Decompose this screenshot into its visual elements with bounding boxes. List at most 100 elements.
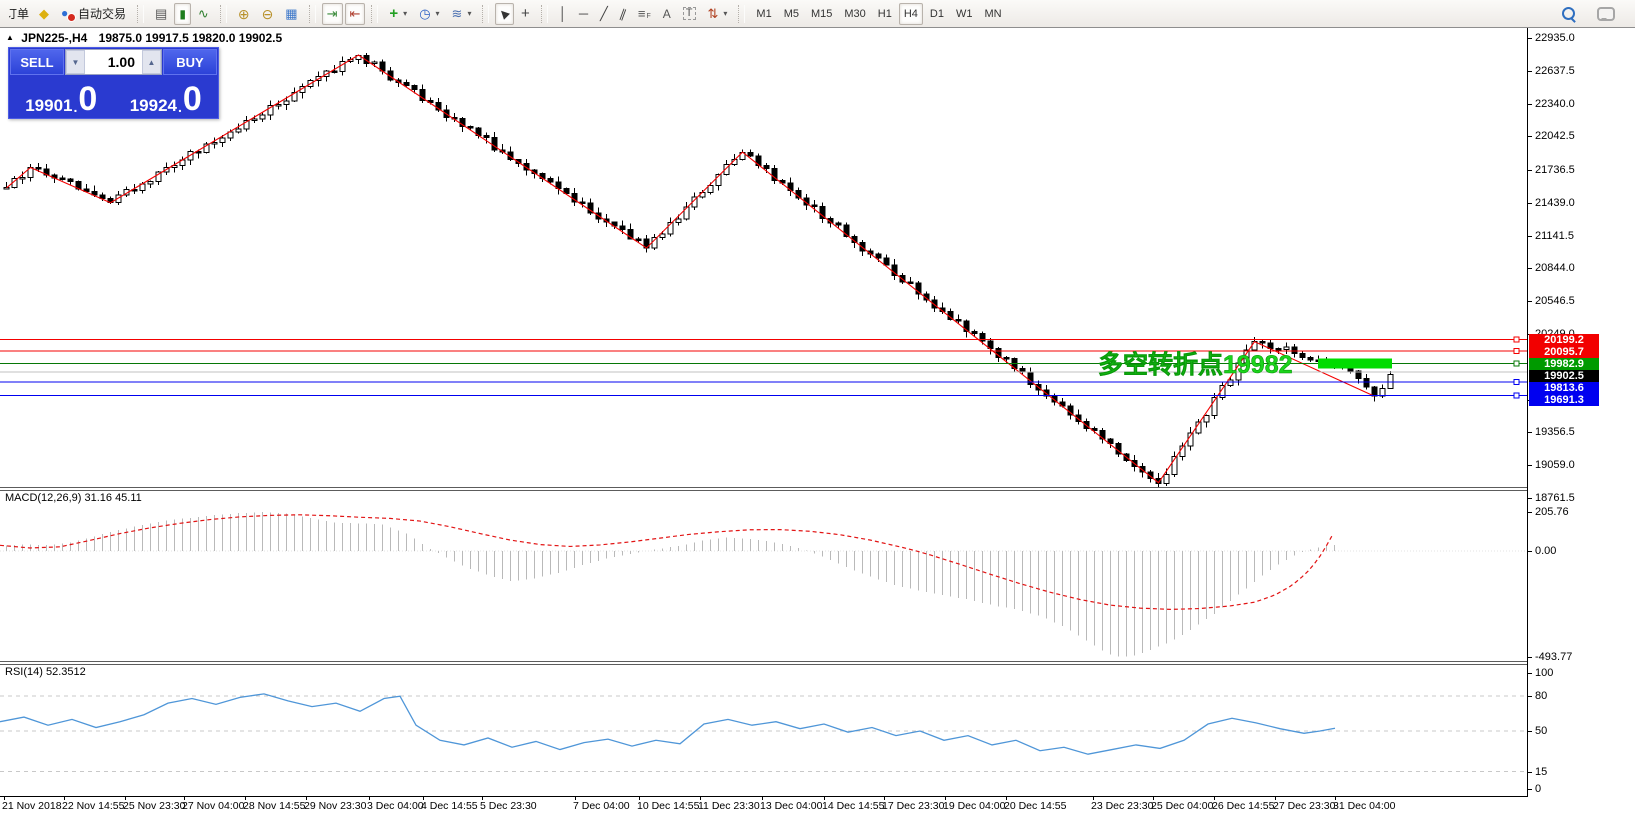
macd-pane[interactable] xyxy=(0,490,1527,660)
rsi-label: RSI(14) 52.3512 xyxy=(5,666,86,678)
crosshair-button[interactable]: + xyxy=(516,3,535,25)
pane-separator[interactable] xyxy=(0,661,1527,665)
time-tick xyxy=(824,797,825,800)
label-button[interactable]: T xyxy=(678,3,701,25)
time-tick-label: 14 Dec 14:55 xyxy=(822,800,885,812)
main-chart-pane[interactable]: 多空转折点19982 xyxy=(0,28,1527,487)
time-tick xyxy=(1006,797,1007,800)
time-tick xyxy=(762,797,763,800)
bar-chart-button[interactable]: ▤ xyxy=(150,3,172,25)
fibonacci-icon: ≡ xyxy=(637,6,646,21)
auto-scroll-button[interactable]: ⇥ xyxy=(321,2,343,25)
cursor-button[interactable]: ▶ xyxy=(495,2,514,25)
text-button[interactable]: A xyxy=(658,3,676,25)
zoom-out-button[interactable]: ⊖ xyxy=(257,3,279,25)
templates-button[interactable]: ≋ ▾ xyxy=(447,3,477,25)
trendline-icon: ╱ xyxy=(600,6,608,21)
time-tick-label: 31 Dec 04:00 xyxy=(1333,800,1396,812)
tf-m1-button[interactable]: M1 xyxy=(751,3,776,25)
volume-decrease-button[interactable]: ▼ xyxy=(66,50,85,74)
horizontal-line-button[interactable]: ─ xyxy=(574,3,593,25)
volume-input[interactable]: 1.00 xyxy=(107,54,135,70)
rsi-pane[interactable] xyxy=(0,664,1527,796)
autotrading-button-label: 自动交易 xyxy=(78,7,127,21)
time-tick xyxy=(639,797,640,800)
rsi-tick-label: 50 xyxy=(1535,725,1548,737)
chevron-down-icon[interactable]: ▾ xyxy=(435,9,440,18)
chart-shift-button[interactable]: ⇤ xyxy=(344,2,366,25)
axis-tick xyxy=(1528,771,1532,773)
time-tick xyxy=(184,797,185,800)
axis-tick xyxy=(1528,103,1532,105)
line-chart-button[interactable]: ∿ xyxy=(193,3,214,25)
new-order-button[interactable]: 新订单 xyxy=(8,3,32,25)
tf-m5-button[interactable]: M5 xyxy=(779,3,804,25)
price-tick-label: 21736.5 xyxy=(1535,164,1575,177)
time-axis[interactable]: 21 Nov 2018 22 Nov 14:55 25 Nov 23:30 27 No… xyxy=(0,797,1527,816)
pivot-line-green-handle[interactable] xyxy=(1513,360,1520,367)
tf-m30-button[interactable]: M30 xyxy=(839,3,870,25)
volume-increase-button[interactable]: ▲ xyxy=(142,50,161,74)
axis-tick xyxy=(1528,657,1532,658)
price-axis[interactable]: 22935.0 22637.5 22340.0 22042.5 21736.5 21439… xyxy=(1527,28,1635,797)
fibonacci-button[interactable]: ≡ F xyxy=(633,3,656,25)
support-line-1-handle[interactable] xyxy=(1513,379,1520,386)
search-button[interactable] xyxy=(1557,3,1580,25)
tf-mn-button[interactable]: MN xyxy=(979,3,1006,25)
chevron-down-icon[interactable]: ▾ xyxy=(467,9,472,18)
resistance-line-1-handle[interactable] xyxy=(1513,336,1520,343)
time-tick xyxy=(423,797,424,800)
time-tick xyxy=(1335,797,1336,800)
channel-button[interactable]: ∥ xyxy=(615,3,631,25)
trendline-button[interactable]: ╱ xyxy=(595,3,613,25)
resistance-line-2-handle[interactable] xyxy=(1513,347,1520,354)
axis-tick xyxy=(1528,465,1532,467)
one-click-collapse-icon[interactable]: ▲ xyxy=(6,33,14,42)
price-tick-label: 22042.5 xyxy=(1535,130,1575,143)
tf-h1-button[interactable]: H1 xyxy=(873,3,897,25)
axis-tick xyxy=(1528,136,1532,138)
toolbar-group: ▤ ▮ ∿ xyxy=(146,2,218,26)
price-tick-label: 22935.0 xyxy=(1535,32,1575,44)
axis-tick xyxy=(1528,731,1532,732)
time-tick xyxy=(306,797,307,800)
time-tick-label: 11 Dec 23:30 xyxy=(698,800,760,812)
tf-m15-button[interactable]: M15 xyxy=(806,3,837,25)
buy-button[interactable]: BUY xyxy=(163,49,217,75)
rsi-tick-label: 0 xyxy=(1535,783,1542,795)
time-tick-label: 5 Dec 23:30 xyxy=(480,800,537,812)
chevron-down-icon[interactable]: ▾ xyxy=(403,9,408,18)
chart-frame-line xyxy=(0,796,1527,797)
buy-price[interactable]: 19924. 0 xyxy=(114,76,217,119)
zoom-in-button[interactable]: ⊕ xyxy=(233,3,255,25)
tf-h4-button[interactable]: H4 xyxy=(898,2,923,25)
vertical-line-button[interactable]: │ xyxy=(554,3,572,25)
buy-price-pips: 0 xyxy=(182,80,202,119)
pane-separator[interactable] xyxy=(0,487,1527,491)
time-tick xyxy=(1093,797,1094,800)
new-chart-button[interactable]: ◆ xyxy=(34,3,54,25)
periods-button[interactable]: ◷ ▾ xyxy=(414,3,444,25)
axis-tick xyxy=(1528,432,1532,434)
chevron-down-icon[interactable]: ▾ xyxy=(723,9,728,18)
time-tick xyxy=(575,797,576,800)
tf-w1-button[interactable]: W1 xyxy=(951,3,978,25)
sell-price[interactable]: 19901. 0 xyxy=(10,76,113,117)
tile-windows-button[interactable]: ▦ xyxy=(280,3,302,25)
support-line-2-handle[interactable] xyxy=(1513,392,1520,399)
sell-button[interactable]: SELL xyxy=(10,49,64,75)
indicators-button[interactable]: + ▾ xyxy=(384,3,412,25)
toolbar-separator xyxy=(371,4,379,23)
toolbar-separator xyxy=(219,4,227,23)
candlestick-chart-button[interactable]: ▮ xyxy=(174,2,191,25)
time-tick-label: 13 Dec 04:00 xyxy=(760,800,823,812)
chat-button[interactable] xyxy=(1592,3,1620,25)
tf-d1-button[interactable]: D1 xyxy=(925,3,949,25)
autotrading-button[interactable]: ● 自动交易 xyxy=(56,3,131,25)
chat-icon xyxy=(1597,6,1615,21)
text-icon: A xyxy=(662,6,671,21)
highlight-zone-bar[interactable] xyxy=(1318,358,1392,369)
arrows-button[interactable]: ⇅ ▾ xyxy=(703,3,733,25)
tf-d1-button-label: D1 xyxy=(929,7,944,20)
chart-annotation-text[interactable]: 多空转折点19982 xyxy=(1098,350,1293,380)
